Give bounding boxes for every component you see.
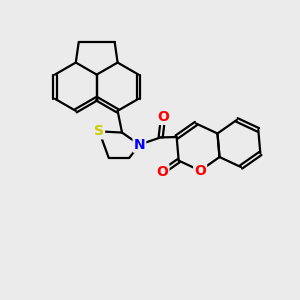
Text: N: N <box>134 138 145 152</box>
Text: O: O <box>194 164 206 178</box>
Text: O: O <box>157 110 169 124</box>
Text: O: O <box>157 165 168 179</box>
Text: S: S <box>94 124 104 138</box>
